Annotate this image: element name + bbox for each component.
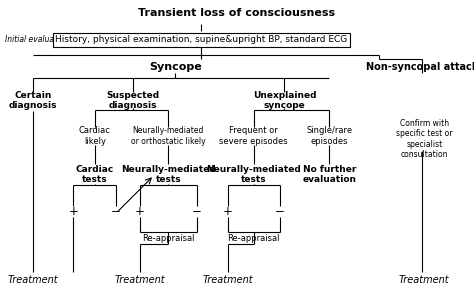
Text: Non-syncopal attack: Non-syncopal attack xyxy=(365,62,474,72)
Text: +: + xyxy=(69,205,78,218)
Text: Unexplained
syncope: Unexplained syncope xyxy=(253,91,316,110)
Text: Confirm with
specific test or
specialist
consultation: Confirm with specific test or specialist… xyxy=(396,119,453,159)
Text: Treatment: Treatment xyxy=(8,275,58,285)
Text: −: − xyxy=(111,205,121,218)
Text: Re-appraisal: Re-appraisal xyxy=(142,234,194,243)
Text: Transient loss of consciousness: Transient loss of consciousness xyxy=(138,8,336,18)
Text: Treatment: Treatment xyxy=(202,275,253,285)
Text: Re-appraisal: Re-appraisal xyxy=(228,234,280,243)
Text: Frequent or
severe episodes: Frequent or severe episodes xyxy=(219,126,288,146)
Text: Initial evaluation: Initial evaluation xyxy=(5,36,68,44)
Text: No further
evaluation: No further evaluation xyxy=(302,165,356,184)
Text: Suspected
diagnosis: Suspected diagnosis xyxy=(106,91,159,110)
Text: Neurally-mediated
tests: Neurally-mediated tests xyxy=(206,165,301,184)
Text: Neurally-mediated
tests: Neurally-mediated tests xyxy=(121,165,216,184)
Text: Neurally-mediated
or orthostatic likely: Neurally-mediated or orthostatic likely xyxy=(131,126,206,146)
Text: Treatment: Treatment xyxy=(115,275,165,285)
Text: History, physical examination, supine&upright BP, standard ECG: History, physical examination, supine&up… xyxy=(55,36,347,44)
Text: +: + xyxy=(223,205,232,218)
Text: Cardiac
likely: Cardiac likely xyxy=(79,126,111,146)
Text: Cardiac
tests: Cardiac tests xyxy=(76,165,114,184)
Text: Syncope: Syncope xyxy=(149,62,202,72)
Text: −: − xyxy=(275,205,284,218)
Text: Single/rare
episodes: Single/rare episodes xyxy=(306,126,353,146)
Text: +: + xyxy=(135,205,145,218)
Text: −: − xyxy=(192,205,201,218)
Text: Treatment: Treatment xyxy=(399,275,449,285)
Text: Certain
diagnosis: Certain diagnosis xyxy=(9,91,57,110)
